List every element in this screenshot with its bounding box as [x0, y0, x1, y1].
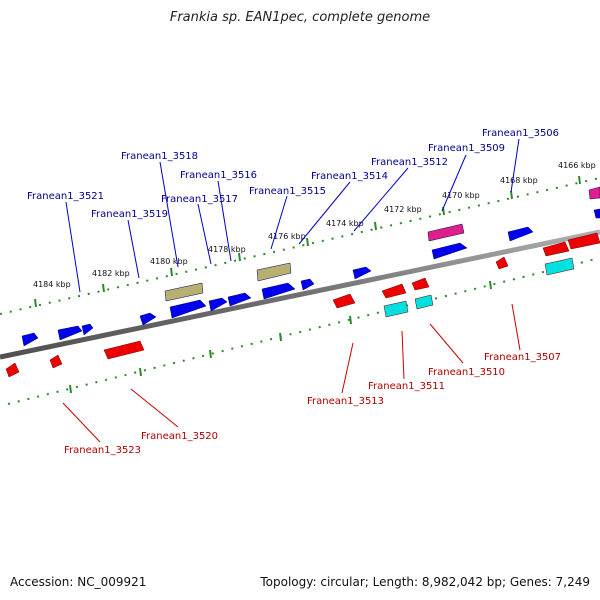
reverse-dotted-track — [7, 257, 600, 405]
gene-arrow-forward[interactable] — [593, 208, 600, 219]
gene-arrow-forward[interactable] — [227, 292, 252, 307]
gene-label-forward: Franean1_3518 — [121, 151, 198, 162]
gene-arrow-reverse[interactable] — [542, 241, 570, 257]
tick-label: 4168 kbp — [500, 176, 538, 185]
gene-label-forward: Franean1_3509 — [428, 143, 505, 154]
gene-arrow-reverse[interactable] — [411, 277, 430, 291]
gene-label-forward: Franean1_3514 — [311, 171, 388, 182]
forward-genes — [21, 186, 600, 347]
tick-label: 4172 kbp — [384, 205, 422, 214]
gene-arrow-forward[interactable] — [21, 332, 39, 347]
gene-arrow-reverse[interactable] — [49, 354, 63, 369]
gene-label-reverse: Franean1_3523 — [64, 445, 141, 456]
tick-marks — [34, 175, 581, 308]
reverse-leaders — [62, 303, 521, 443]
gene-arrow-reverse[interactable] — [381, 283, 407, 299]
gene-arrow-reverse[interactable] — [495, 256, 509, 270]
gene-arrow-forward[interactable] — [507, 226, 534, 242]
gene-label-reverse: Franean1_3511 — [368, 381, 445, 392]
gene-label-forward: Franean1_3516 — [180, 170, 257, 181]
gene-arrow-magenta[interactable] — [588, 186, 600, 200]
gene-label-forward: Franean1_3515 — [249, 186, 326, 197]
genome-backbone — [0, 229, 600, 360]
gene-arrow-forward[interactable] — [352, 266, 372, 280]
gene-arrow-reverse[interactable] — [567, 232, 600, 250]
gene-arrow-reverse[interactable] — [5, 362, 20, 378]
gene-label-reverse: Franean1_3513 — [307, 396, 384, 407]
tick-label: 4170 kbp — [442, 191, 480, 200]
gene-arrow-forward[interactable] — [139, 312, 157, 326]
gene-label-forward: Franean1_3521 — [27, 191, 104, 202]
tick-label: 4166 kbp — [558, 161, 596, 170]
forward-leaders — [65, 138, 520, 293]
gene-arrow-cyan[interactable] — [544, 257, 575, 276]
gene-arrow-forward[interactable] — [169, 299, 207, 319]
gene-arrow-cyan[interactable] — [414, 294, 434, 310]
gene-arrow-reverse[interactable] — [103, 340, 145, 360]
gene-arrow-reverse[interactable] — [332, 293, 356, 309]
tick-label: 4174 kbp — [326, 219, 364, 228]
gene-label-forward: Franean1_3506 — [482, 128, 559, 139]
tick-label: 4184 kbp — [33, 280, 71, 289]
gene-label-forward: Franean1_3519 — [91, 209, 168, 220]
reverse-genes — [5, 232, 600, 378]
accession-text: Accession: NC_009921 — [10, 575, 147, 589]
gene-arrow-forward[interactable] — [431, 242, 468, 260]
gene-label-reverse: Franean1_3510 — [428, 367, 505, 378]
gene-arrow-magenta[interactable] — [427, 223, 465, 242]
gene-arrow-cyan[interactable] — [383, 300, 409, 318]
gene-arrow-olive[interactable] — [256, 262, 292, 282]
gene-arrow-forward[interactable] — [300, 278, 315, 291]
tick-label: 4176 kbp — [268, 232, 306, 241]
tick-label: 4182 kbp — [92, 269, 130, 278]
gene-arrow-forward[interactable] — [208, 297, 228, 312]
gene-label-forward: Franean1_3517 — [161, 194, 238, 205]
gene-label-reverse: Franean1_3507 — [484, 352, 561, 363]
gene-arrow-olive[interactable] — [164, 282, 204, 302]
gene-arrow-forward[interactable] — [57, 325, 83, 341]
gene-arrow-forward[interactable] — [81, 323, 94, 336]
tick-label: 4180 kbp — [150, 257, 188, 266]
tick-label: 4178 kbp — [208, 245, 246, 254]
topology-text: Topology: circular; Length: 8,982,042 bp… — [260, 575, 590, 589]
gene-arrow-forward[interactable] — [261, 282, 296, 300]
gene-label-reverse: Franean1_3520 — [141, 431, 218, 442]
map-title: Frankia sp. EAN1pec, complete genome — [169, 10, 431, 25]
gene-label-forward: Franean1_3512 — [371, 157, 448, 168]
